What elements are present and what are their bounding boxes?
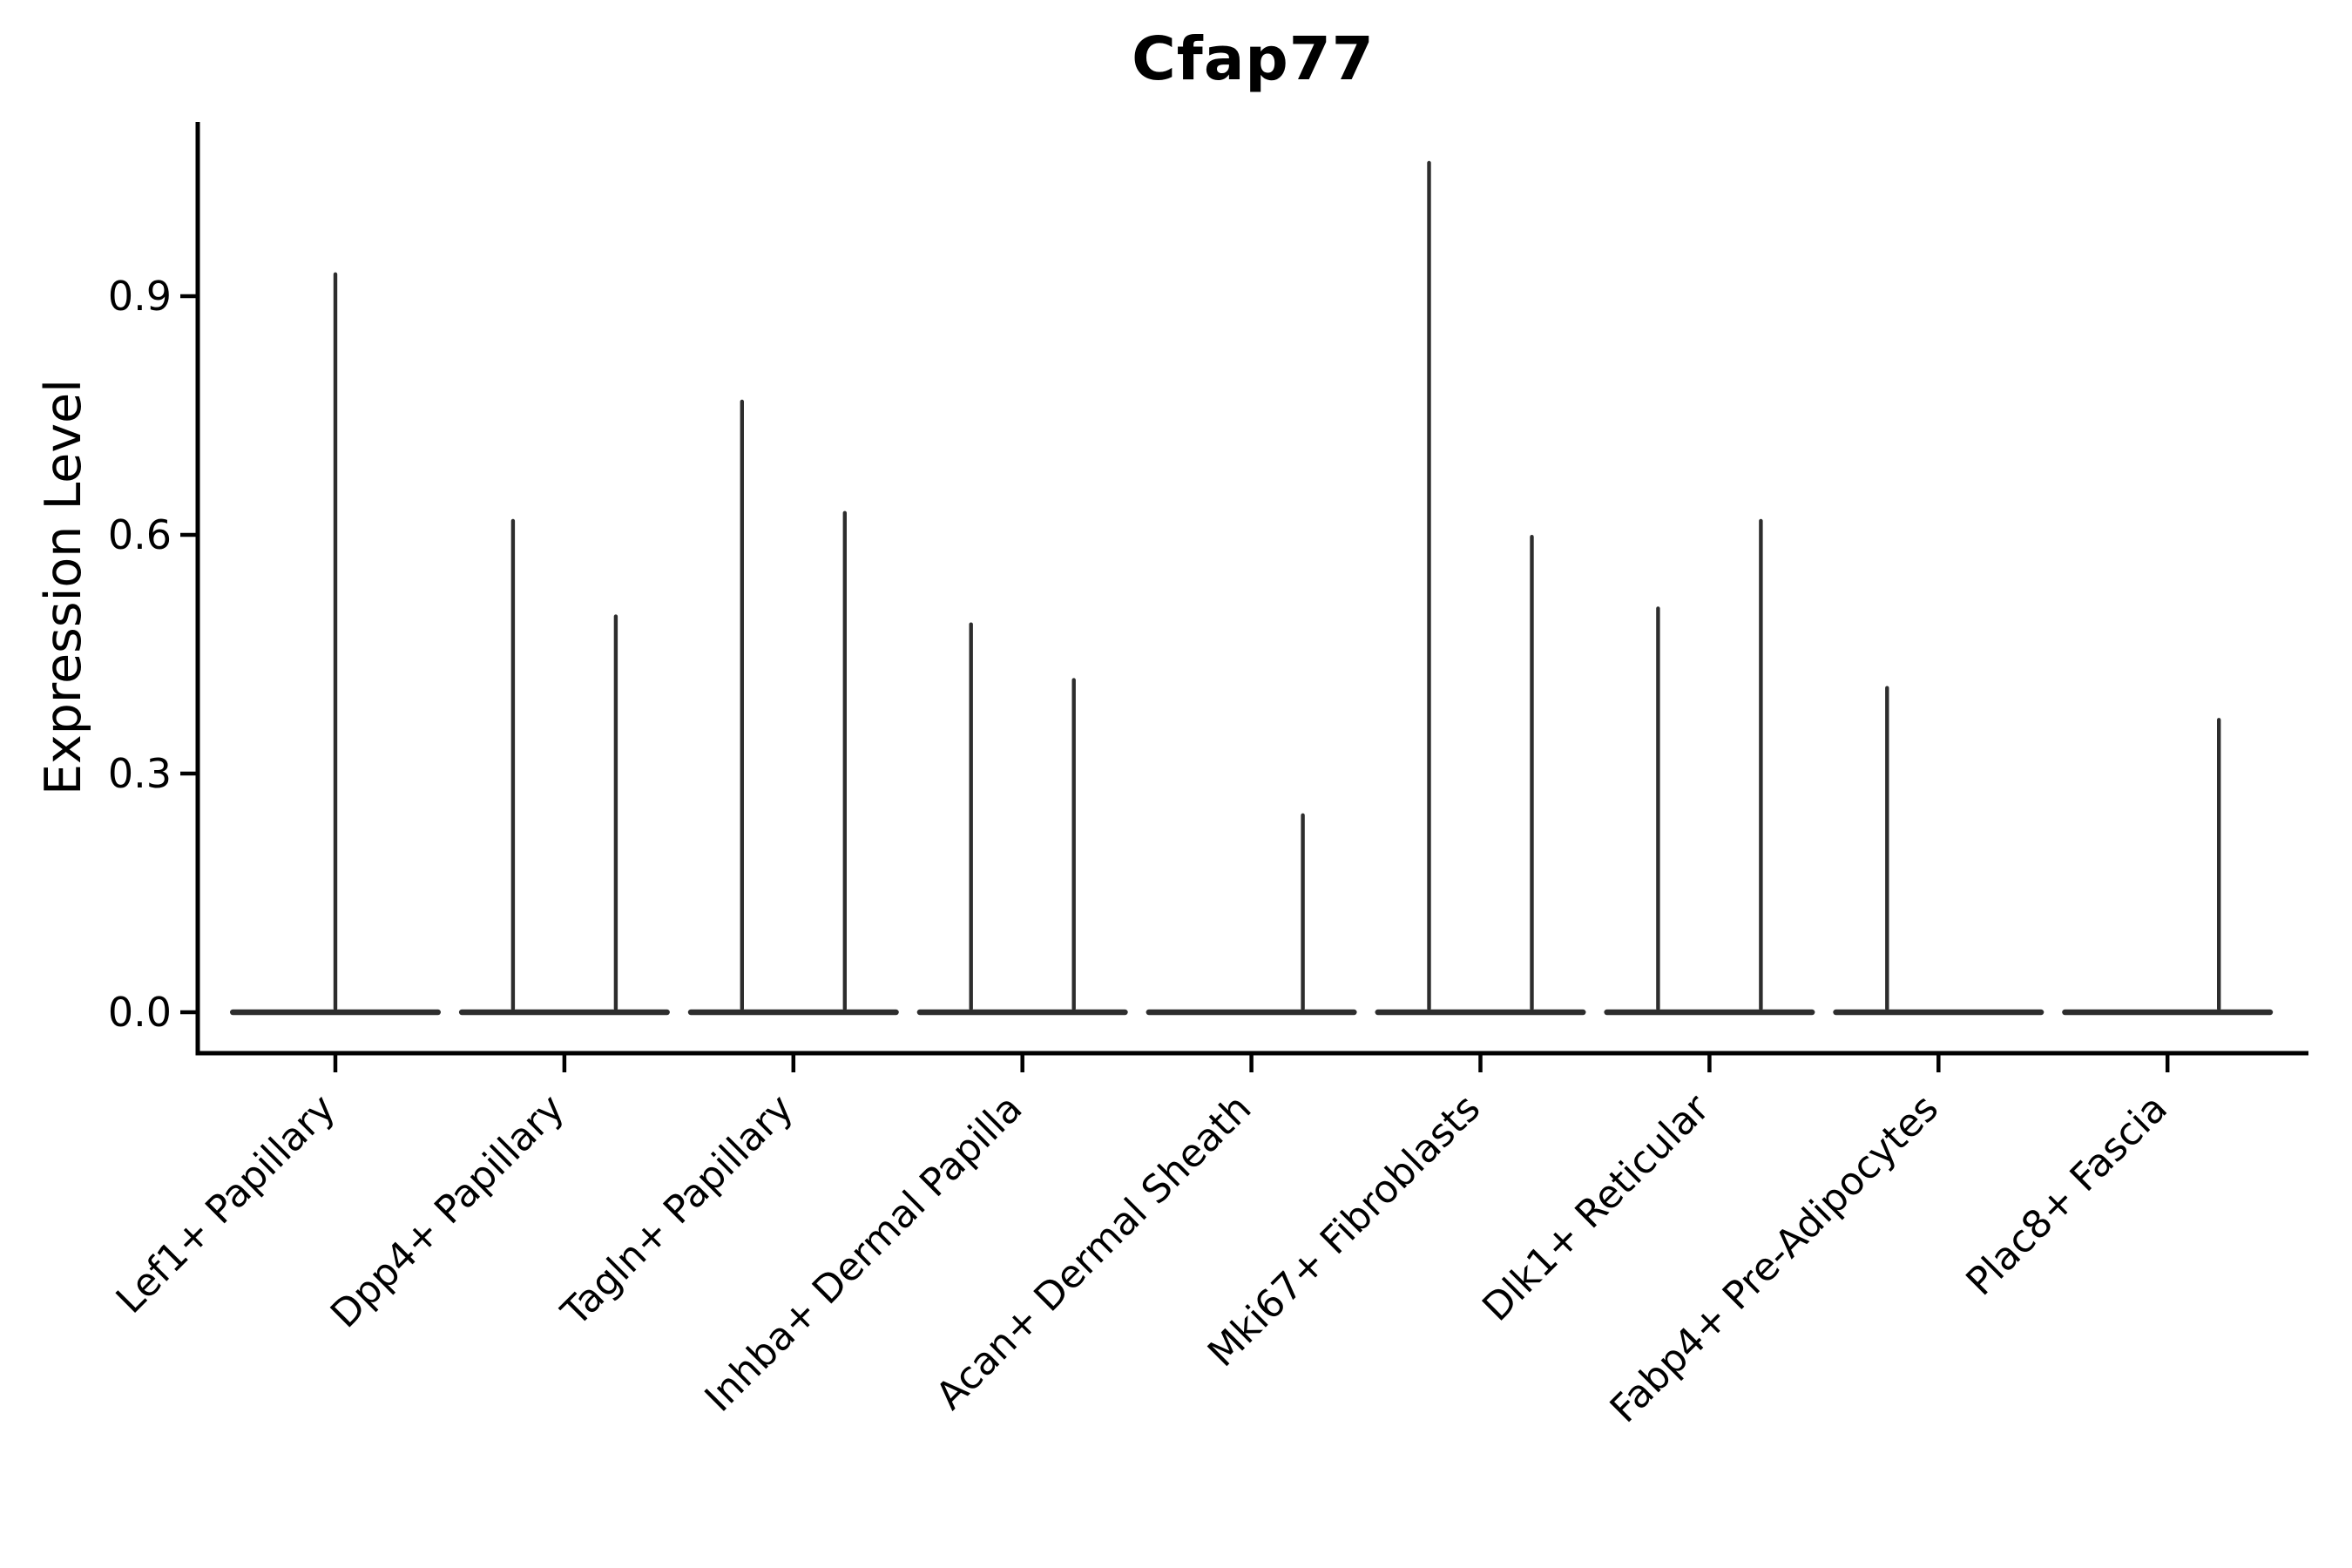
violin-spike (510, 518, 516, 1010)
violin-body (1604, 1009, 1815, 1016)
y-tick-label: 0.9 (108, 273, 172, 320)
violin-body (1146, 1009, 1357, 1016)
violin-spike (1656, 606, 1660, 1010)
violin-body (916, 1009, 1128, 1016)
violin-spike (613, 614, 618, 1010)
x-tick-label: Plac8+ Fascia (1957, 1086, 2176, 1305)
violin-spike (333, 272, 338, 1010)
x-tick-label: Tagln+ Papillary (552, 1086, 801, 1335)
violin-spike (842, 510, 847, 1010)
y-tick-label: 0.3 (108, 750, 172, 797)
y-tick-label: 0.6 (108, 511, 172, 558)
violin-spike (1885, 686, 1889, 1010)
violin-spike (1530, 535, 1534, 1010)
violin-spike (740, 399, 744, 1010)
violin-spike (2217, 718, 2221, 1010)
violin-body (1833, 1009, 2044, 1016)
violin-spike (1301, 813, 1305, 1010)
y-tick-label: 0.0 (108, 989, 172, 1036)
violin-spike (1759, 518, 1763, 1010)
violin-body (2062, 1009, 2274, 1016)
violin-body (458, 1009, 670, 1016)
x-tick-label: Dlk1+ Reticular (1474, 1085, 1719, 1330)
x-tick-label: Lef1+ Papillary (108, 1086, 344, 1322)
x-tick-label: Dpp4+ Papillary (322, 1086, 573, 1337)
violin-spike (1071, 678, 1076, 1010)
chart-title: Cfap77 (1132, 24, 1375, 94)
violin-spike (969, 622, 973, 1010)
violin-body (230, 1009, 441, 1016)
violin-body (1375, 1009, 1586, 1016)
violin-spike (1427, 160, 1431, 1011)
violin-body (687, 1009, 899, 1016)
